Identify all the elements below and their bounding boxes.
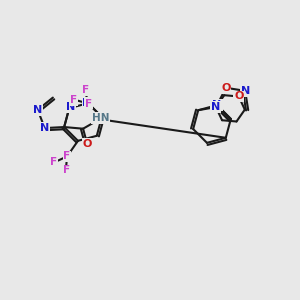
Text: F: F <box>82 85 89 95</box>
Text: F: F <box>63 165 70 175</box>
Text: N: N <box>211 102 220 112</box>
Text: F: F <box>50 157 57 167</box>
Text: N: N <box>33 105 42 115</box>
Text: N: N <box>66 102 75 112</box>
Text: F: F <box>85 98 92 109</box>
Text: O: O <box>234 92 243 101</box>
Text: N: N <box>40 123 49 133</box>
Text: O: O <box>221 83 231 93</box>
Text: HN: HN <box>92 113 109 123</box>
Text: F: F <box>64 152 70 161</box>
Text: N: N <box>82 98 92 108</box>
Text: N: N <box>212 100 222 110</box>
Text: N: N <box>241 86 250 96</box>
Text: F: F <box>70 95 77 105</box>
Text: O: O <box>82 139 92 149</box>
